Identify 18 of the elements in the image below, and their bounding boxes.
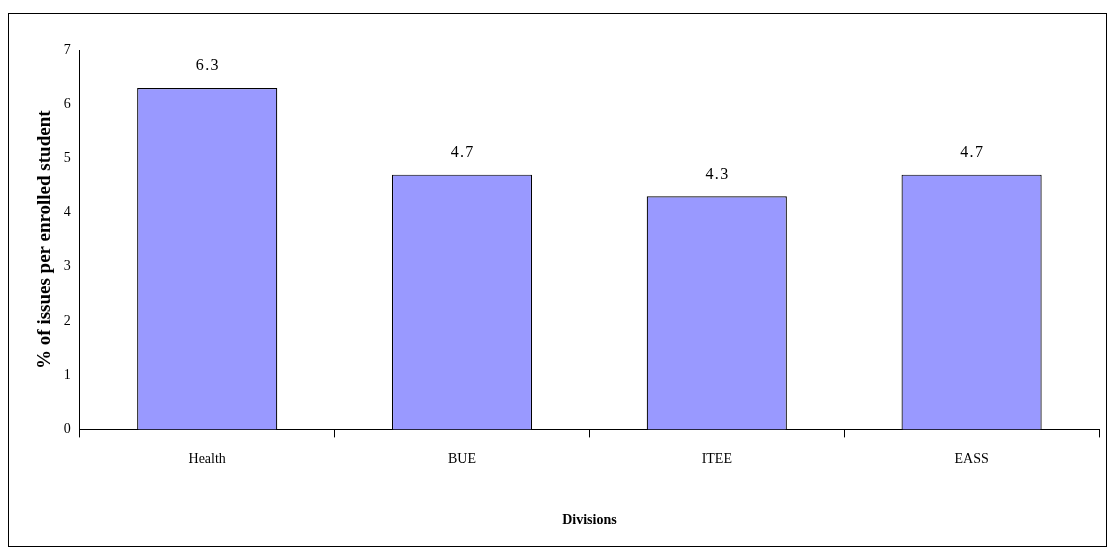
y-tick-label: 4 xyxy=(63,204,71,220)
data-label: 4 . 7 xyxy=(960,142,983,160)
y-tick-label: 1 xyxy=(63,366,71,382)
data-label: 6 . 3 xyxy=(195,56,219,74)
data-label: 4 . 3 xyxy=(705,164,729,182)
y-tick-label: 7 xyxy=(63,41,71,57)
x-tick-label: BUE xyxy=(448,451,476,467)
data-label: 4 . 7 xyxy=(450,142,474,160)
x-tick-label: EASS xyxy=(954,451,989,467)
y-tick-label: 5 xyxy=(63,150,71,166)
y-tick-label: 3 xyxy=(63,258,71,274)
x-tick-label: ITEE xyxy=(701,451,732,467)
x-axis-title: Divisions xyxy=(562,512,618,528)
y-tick-label: 2 xyxy=(63,312,71,328)
x-tick-label: Health xyxy=(188,451,226,467)
y-tick-label: 6 xyxy=(63,95,71,111)
y-axis-title: % of issues per enrolled student xyxy=(33,109,55,369)
y-tick-label: 0 xyxy=(63,421,71,437)
